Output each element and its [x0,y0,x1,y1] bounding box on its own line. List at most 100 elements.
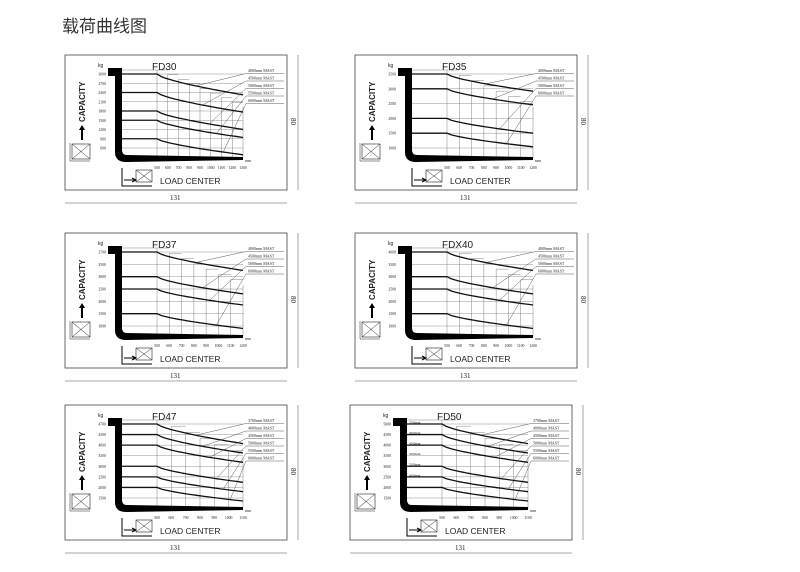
frame [354,232,578,369]
capacity-curve [122,313,244,330]
load-chart: 80 131 FD50 kg 5000 4500 4000 3500 3000 2500 2000 1… [349,404,584,554]
fork-silhouette [398,68,533,162]
mast-label: 4000mm MAST [533,426,560,431]
x-tick-label: 700 [179,344,185,348]
mast-label: 5000mm MAST [248,441,275,446]
chart-panel-fd30: 80 131 FD30 kg 3000 2700 2400 2100 1800 1500 1200 9… [60,50,310,210]
x-tick-label: 1200 [529,166,537,170]
capacity-curve [122,433,244,454]
y-tick-label: 2000 [98,300,106,304]
x-axis-label: LOAD CENTER [450,354,510,364]
inline-mast-label: 3700mm [409,420,421,424]
capacity-curve [122,251,244,272]
mast-label: 6000mm MAST [533,456,560,461]
load-center-box-icon [135,347,153,361]
fork-silhouette [398,246,533,340]
y-tick-label: 1500 [98,312,106,316]
mast-label: 5500mm MAST [248,91,275,96]
x-unit: mm [245,509,251,513]
x-tick-label: 1000 [225,516,233,520]
capacity-curve [407,444,529,463]
capacity-curve [122,444,244,463]
mast-leader-line [209,88,247,125]
frame [354,54,578,191]
capacity-curve [122,73,244,96]
mast-label: 4500mm MAST [538,254,565,259]
y-tick-label: 2500 [98,288,106,292]
mast-leader-line [223,103,247,153]
x-tick-label: 900 [203,344,209,348]
y-tick-label: 3500 [383,454,391,458]
x-tick-label: 500 [154,344,160,348]
x-tick-label: 900 [493,166,499,170]
mast-label: 4500mm MAST [248,433,275,438]
mast-leader-line [514,460,532,500]
mast-label: 5000mm MAST [538,83,565,88]
up-arrow-icon [79,475,85,490]
y-tick-label: 3000 [98,73,106,77]
x-tick-label: 500 [444,166,450,170]
x-tick-label: 1200 [529,344,537,348]
height-dimension: 80 [289,296,297,304]
x-tick-label: 900 [197,166,203,170]
x-tick-label: 700 [468,516,474,520]
load-chart: 80 131 FD30 kg 3000 2700 2400 2100 1800 1500 1200 9… [64,54,299,204]
y-tick-label: 900 [100,137,106,141]
up-arrow-icon [369,303,375,318]
x-tick-label: 1100 [227,344,235,348]
y-tick-label: 2000 [388,117,396,121]
x-unit: mm [535,337,541,341]
x-tick-label: 1000 [207,166,215,170]
load-box-cross [69,143,91,162]
load-box-cross [354,493,376,512]
mast-leader-line [492,258,537,288]
mast-label: 5500mm MAST [533,448,560,453]
y-tick-label: 2500 [98,475,106,479]
x-tick-label: 700 [183,516,189,520]
up-arrow-icon [79,303,85,318]
x-tick-label: 600 [453,516,459,520]
y-tick-label: 1800 [98,110,106,114]
y-unit: kg [383,413,389,419]
page-title: 载荷曲线图 [62,17,147,37]
x-tick-label: 1000 [215,344,223,348]
mast-leader-line [195,251,247,263]
y-tick-label: 3000 [388,87,396,91]
y-tick-label: 600 [100,147,106,151]
mast-leader-line [209,266,247,301]
capacity-curve [122,276,244,295]
mast-label: 3700mm MAST [248,418,275,423]
mast-leader-line [487,430,532,447]
chart-title: FDX40 [442,240,474,251]
x-tick-label: 1100 [239,516,247,520]
width-dimension: 131 [455,544,466,552]
y-tick-label: 1000 [98,325,106,329]
load-box-icon [361,143,381,160]
x-tick-label: 1200 [228,166,236,170]
x-axis-label: LOAD CENTER [445,526,505,536]
load-center-box-cross [135,169,153,183]
x-tick-label: 1200 [239,344,247,348]
fork-silhouette [108,246,243,340]
inline-mast-label: 4500mm [409,442,421,446]
x-axis-label: LOAD CENTER [160,354,220,364]
x-tick-label: 1000 [510,516,518,520]
frame [64,232,288,369]
x-tick-label: 800 [197,516,203,520]
y-tick-label: 3000 [98,275,106,279]
x-tick-label: 1000 [505,344,513,348]
y-tick-label: 3500 [98,454,106,458]
y-tick-label: 2000 [98,486,106,490]
y-tick-label: 2000 [383,486,391,490]
mast-leader-line [492,80,537,100]
x-tick-label: 500 [154,516,160,520]
x-tick-label: 600 [168,516,174,520]
y-tick-label: 2400 [98,91,106,95]
load-box-icon [71,493,91,510]
y-tick-label: 4500 [98,433,106,437]
x-tick-label: 800 [191,344,197,348]
y-tick-label: 1500 [388,132,396,136]
height-dimension: 80 [289,468,297,476]
capacity-curve [412,88,534,106]
width-dimension: 131 [460,194,471,202]
